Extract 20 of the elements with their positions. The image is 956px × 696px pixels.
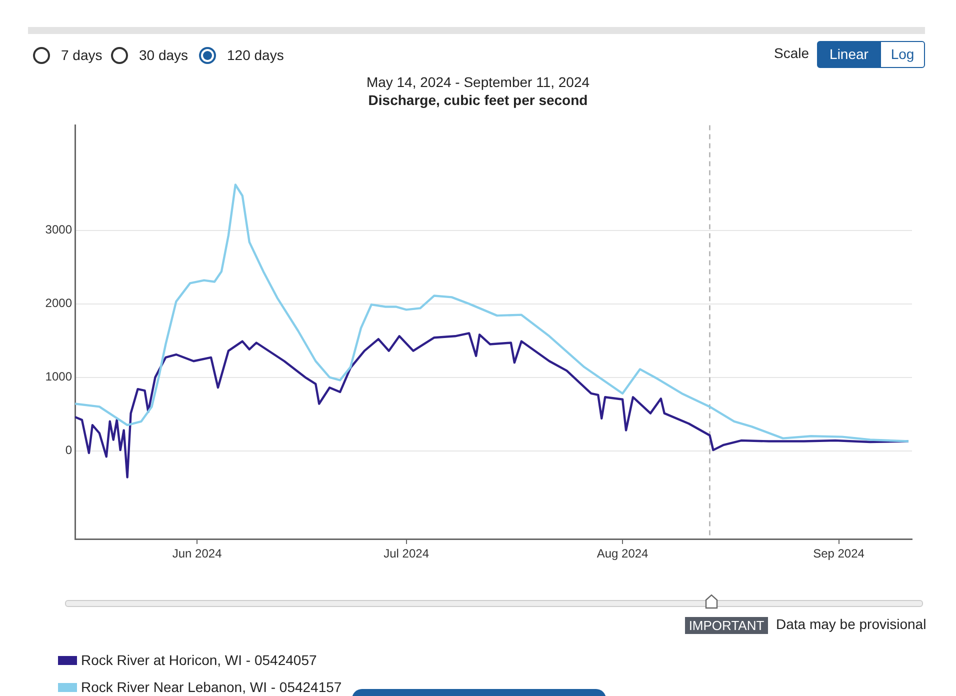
x-tick-label: Sep 2024: [813, 546, 865, 561]
y-tick-label: 3000: [45, 222, 72, 237]
y-tick-label: 1000: [45, 370, 72, 384]
x-tick-label: Aug 2024: [596, 546, 649, 561]
y-tick-label: 2000: [45, 296, 72, 310]
text: IMPORTANT: [685, 617, 768, 634]
x-tick-label: Jul 2024: [384, 546, 430, 561]
text: Data may be provisional: [776, 616, 926, 632]
x-tick-label: Jun 2024: [172, 546, 222, 561]
chart-title: Discharge, cubic feet per second: [367, 92, 589, 108]
text: 120 days: [227, 47, 284, 63]
text: Linear: [817, 41, 881, 68]
text: Log: [880, 41, 925, 68]
legend-label: Rock River Near Lebanon, WI - 05424157: [81, 679, 342, 695]
y-tick-label: 0: [65, 443, 72, 458]
chart-subtitle: May 14, 2024 - September 11, 2024: [365, 74, 591, 90]
legend-label: Rock River at Horicon, WI - 05424057: [81, 652, 317, 668]
text: 30 days: [139, 47, 188, 63]
text: Scale: [774, 45, 810, 61]
text: 7 days: [61, 47, 102, 63]
